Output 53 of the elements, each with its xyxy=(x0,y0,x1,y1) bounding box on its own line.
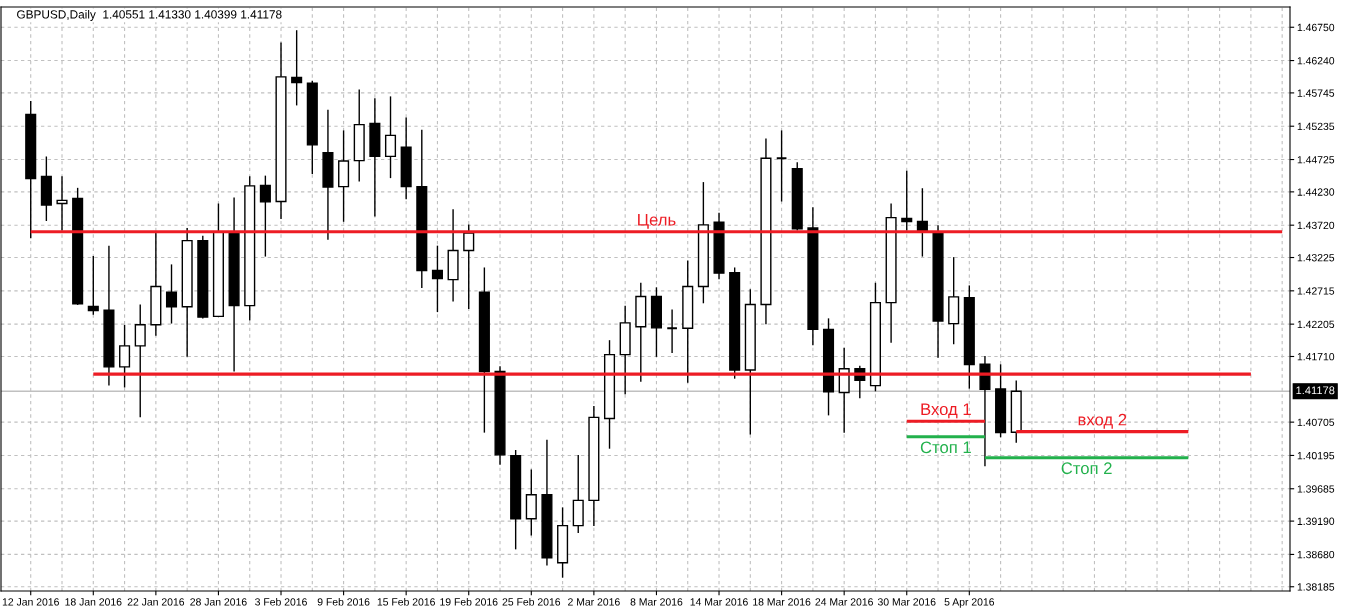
y-tick-label: 1.42205 xyxy=(1297,320,1335,329)
x-tick-label: 5 Apr 2016 xyxy=(944,598,995,608)
y-tick-label: 1.40195 xyxy=(1297,451,1335,460)
y-tick-label: 1.42715 xyxy=(1297,287,1335,295)
candlestick xyxy=(666,309,678,353)
y-tick-label: 1.46240 xyxy=(1297,57,1335,65)
x-tick-label: 18 Mar 2016 xyxy=(753,598,811,606)
y-tick-label: 1.44230 xyxy=(1297,188,1335,196)
x-tick-label: 22 Jan 2016 xyxy=(127,598,185,606)
chart-title: GBPUSD,Daily 1.40551 1.41330 1.40399 1.41178 xyxy=(17,9,282,21)
candlestick xyxy=(775,130,788,202)
series-label: Цель xyxy=(638,214,676,229)
candlestick xyxy=(134,304,146,418)
x-tick-label: 18 Jan 2016 xyxy=(65,598,122,606)
x-tick-label: 3 Feb 2016 xyxy=(255,597,307,606)
y-tick-label: 1.41710 xyxy=(1297,352,1335,361)
candlestick xyxy=(259,175,271,257)
y-tick-label: 1.39685 xyxy=(1297,485,1335,493)
x-tick-label: 12 Jan 2016 xyxy=(2,598,59,606)
y-tick-label: 1.38185 xyxy=(1297,583,1335,591)
y-tick-label: 1.46750 xyxy=(1297,23,1335,32)
candlestick xyxy=(901,170,913,231)
candlestick xyxy=(87,255,99,315)
series-label: Стоп 1 xyxy=(920,441,971,454)
x-tick-label: 2 Mar 2016 xyxy=(568,598,620,606)
series-label: Стоп 2 xyxy=(1061,462,1112,475)
x-tick-label: 30 Mar 2016 xyxy=(877,598,936,606)
y-tick-label: 1.45235 xyxy=(1297,122,1335,131)
candlestick xyxy=(431,245,443,313)
y-tick-label: 1.43720 xyxy=(1297,221,1335,230)
candlestick xyxy=(463,224,475,310)
x-tick-label: 8 Mar 2016 xyxy=(630,598,683,606)
x-tick-label: 25 Feb 2016 xyxy=(502,597,561,606)
x-tick-label: 28 Jan 2016 xyxy=(190,598,247,606)
candlestick xyxy=(165,264,178,324)
x-tick-label: 24 Mar 2016 xyxy=(815,598,873,606)
x-tick-label: 9 Feb 2016 xyxy=(317,597,370,606)
series-label: Вход 1 xyxy=(921,403,971,419)
candlestick xyxy=(384,96,397,179)
x-tick-label: 15 Feb 2016 xyxy=(377,597,435,606)
x-tick-label: 14 Mar 2016 xyxy=(690,598,748,606)
candlestick xyxy=(119,324,131,388)
y-tick-label: 1.45745 xyxy=(1297,89,1335,97)
series-label: вход 2 xyxy=(1078,413,1127,429)
y-tick-label: 1.38680 xyxy=(1297,550,1335,559)
y-tick-label: 1.40705 xyxy=(1297,418,1335,427)
candlestick xyxy=(291,30,303,106)
ref-line-label: 1.41178 xyxy=(1296,386,1335,395)
x-tick-label: 19 Feb 2016 xyxy=(440,597,498,606)
y-tick-label: 1.43225 xyxy=(1297,254,1335,262)
y-tick-label: 1.39190 xyxy=(1297,517,1335,525)
y-tick-label: 1.44725 xyxy=(1297,156,1335,164)
candlestick xyxy=(56,176,68,231)
